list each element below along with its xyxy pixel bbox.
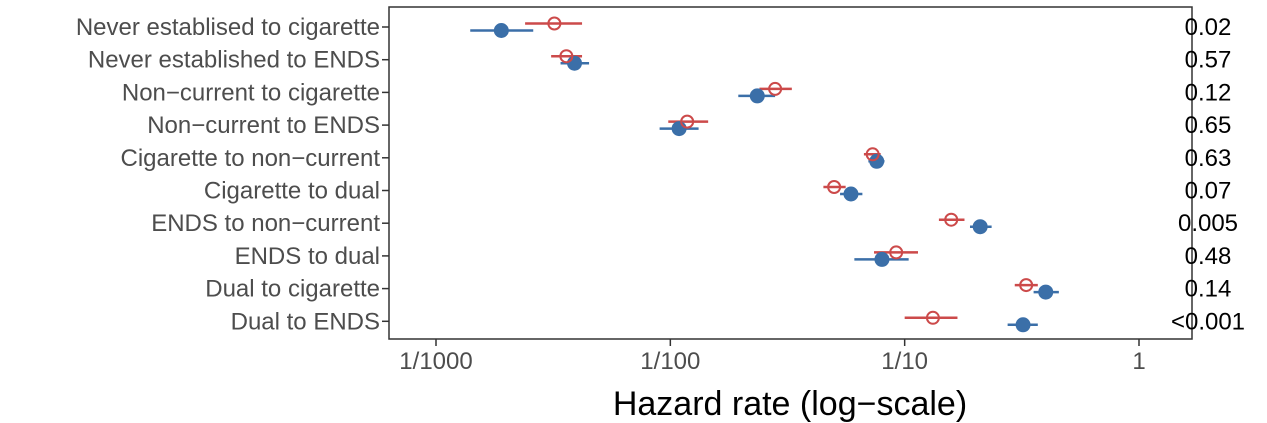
row-label: ENDS to dual [235,243,380,270]
p-value: 0.02 [1185,14,1232,41]
point-series-a [843,186,859,202]
point-series-b [547,16,562,31]
point-series-b [944,212,959,227]
point-series-b [827,180,842,194]
plot-area: 0.02 0.57 0.12 0.65 0.63 0.07 0.005 0.48 0.14 <0.… [382,6,1245,340]
point-series-a [567,55,583,71]
p-value: 0.005 [1178,210,1238,237]
row-label: Cigarette to dual [204,178,380,205]
row-label: Never establised to cigarette [76,14,380,41]
point-series-b [1019,278,1034,293]
row-label: Non−current to ENDS [147,112,380,139]
chart-marks [470,16,1059,333]
point-series-a [493,23,509,38]
row-label: Dual to cigarette [205,276,380,303]
point-series-a [972,219,988,235]
point-series-a [1015,317,1031,333]
row-label: Cigarette to non−current [121,145,381,172]
x-axis-title: Hazard rate (log−scale) [613,385,967,423]
panel-border [388,6,1193,340]
x-tick-label: 1/1000 [399,348,472,375]
point-series-b [889,245,904,260]
p-value: 0.07 [1185,178,1232,205]
p-value: 0.12 [1185,79,1232,106]
row-label: Dual to ENDS [231,308,380,335]
p-value: 0.63 [1185,145,1232,172]
y-axis-ticks [382,26,389,323]
x-tick-label: 1/10 [881,348,928,375]
p-value: 0.57 [1185,47,1232,74]
x-tick-label: 1 [1132,348,1145,375]
point-series-b [768,81,783,96]
row-label: Non−current to cigarette [122,79,380,106]
row-label: Never established to ENDS [88,47,380,74]
point-series-a [869,153,885,169]
point-series-b [865,147,880,162]
p-value: 0.48 [1185,243,1232,270]
point-series-b [559,49,574,64]
p-value: <0.001 [1171,308,1245,335]
p-value: 0.65 [1185,112,1232,139]
point-series-b [925,310,940,325]
x-axis: 1/1000 1/100 1/10 1 [399,339,1146,375]
point-series-a [874,251,890,267]
x-tick-label: 1/100 [640,348,700,375]
point-series-b [680,114,695,129]
row-label: ENDS to non−current [151,210,380,237]
point-series-a [671,121,687,137]
row-labels: Never establised to cigarette Never estab… [76,14,380,335]
point-series-a [749,88,765,104]
p-value: 0.14 [1185,276,1232,303]
point-series-a [1038,284,1054,300]
p-value-column: 0.02 0.57 0.12 0.65 0.63 0.07 0.005 0.48 0.14 <0.… [1171,14,1245,335]
